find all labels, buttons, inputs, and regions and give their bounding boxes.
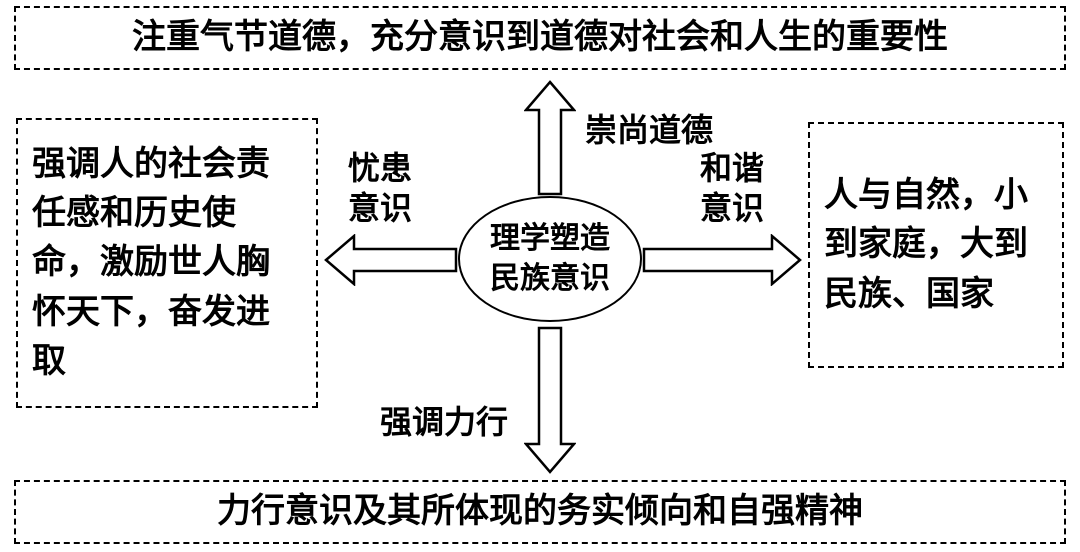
center-text: 理学塑造 民族意识 [490,219,610,300]
arrow-right-label: 和谐 意识 [700,148,764,228]
arrow-up [524,80,576,196]
top-box-text: 注重气节道德，充分意识到道德对社会和人生的重要性 [132,13,948,62]
left-box-text: 强调人的社会责任感和历史使命，激励世人胸怀天下，奋发进取 [32,140,302,386]
arrow-left [324,234,458,286]
right-box-text: 人与自然，小到家庭，大到民族、国家 [824,171,1048,319]
bottom-box-text: 力行意识及其所体现的务实倾向和自强精神 [217,487,863,536]
arrow-down-label: 强调力行 [380,402,508,442]
top-box: 注重气节道德，充分意识到道德对社会和人生的重要性 [14,6,1066,70]
left-box: 强调人的社会责任感和历史使命，激励世人胸怀天下，奋发进取 [16,118,318,408]
arrow-right [642,234,802,286]
bottom-box: 力行意识及其所体现的务实倾向和自强精神 [14,480,1066,544]
arrow-down [524,326,576,474]
arrow-left-label: 忧患 意识 [348,148,412,228]
right-box: 人与自然，小到家庭，大到民族、国家 [808,122,1064,368]
center-ellipse: 理学塑造 民族意识 [458,196,642,322]
arrow-up-label: 崇尚道德 [585,110,713,150]
